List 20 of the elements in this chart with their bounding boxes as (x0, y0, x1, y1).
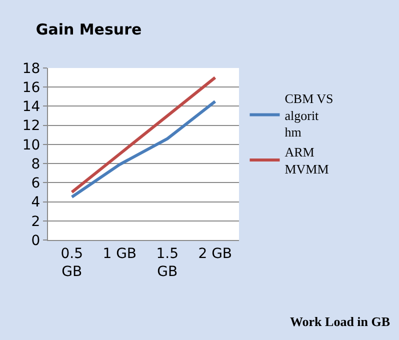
legend-label: ARM MVMM (284, 144, 330, 176)
legend-label: CBM VS algorithm (284, 90, 334, 140)
chart-title: Gain Mesure (36, 20, 142, 38)
line-series (70, 100, 217, 198)
y-tick-label: 6 (31, 176, 40, 192)
y-tick-label: 18 (22, 60, 40, 77)
y-tick-label: 0 (31, 232, 40, 249)
x-tick-label: 0.5 GB (60, 246, 84, 280)
x-tick-label: 1.5 GB (156, 246, 179, 280)
y-tick-label: 2 (31, 214, 40, 230)
y-tick-label: 8 (31, 156, 40, 172)
y-tick-label: 14 (22, 99, 40, 116)
line-series (70, 76, 217, 194)
y-tick-label: 12 (22, 118, 40, 134)
x-tick-label: 2 GB (198, 246, 232, 262)
y-tick-label: 4 (31, 194, 40, 211)
x-axis-title: Work Load in GB (290, 314, 390, 329)
y-tick-label: 16 (22, 80, 40, 96)
y-tick-label: 10 (22, 137, 40, 154)
x-tick-label: 1 GB (102, 246, 137, 262)
